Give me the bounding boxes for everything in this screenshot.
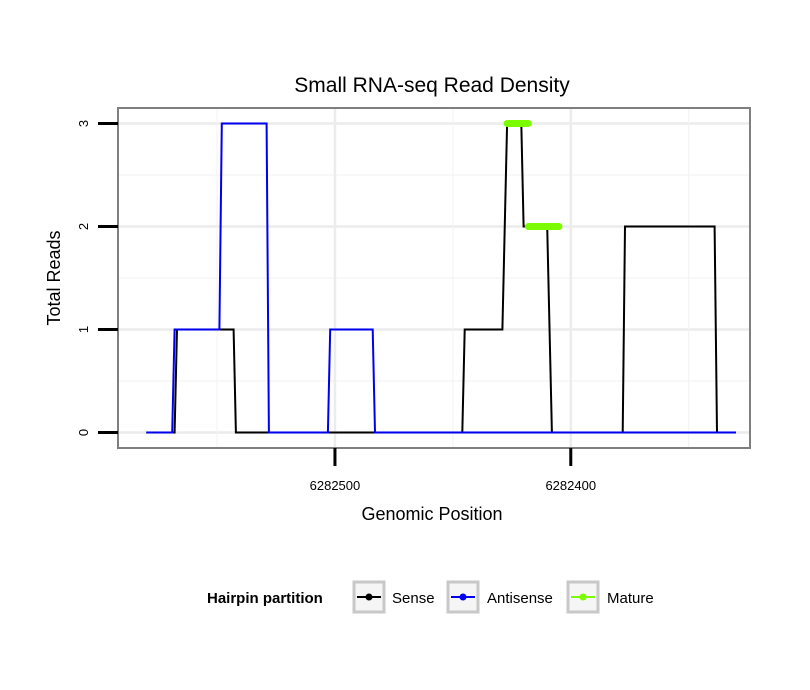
y-tick-label: 0 <box>76 429 91 436</box>
series-line-sense <box>146 122 736 434</box>
y-tick-label: 3 <box>76 120 91 127</box>
x-axis-label: Genomic Position <box>361 504 502 524</box>
legend-label-sense: Sense <box>392 590 435 607</box>
chart-title: Small RNA-seq Read Density <box>294 74 570 97</box>
legend: Hairpin partition Sense Antisense Mature <box>207 580 654 614</box>
axes: 0 1 2 3 6282500 6282400 <box>76 120 596 493</box>
y-axis-label: Total Reads <box>44 230 64 325</box>
series-line-antisense <box>146 122 736 434</box>
legend-label-mature: Mature <box>607 590 654 607</box>
x-tick-label: 6282500 <box>310 478 361 493</box>
x-tick-label: 6282400 <box>545 478 596 493</box>
legend-point <box>579 593 587 601</box>
legend-title: Hairpin partition <box>207 590 323 607</box>
plot-panel-border <box>117 107 751 449</box>
y-tick-label: 1 <box>76 326 91 333</box>
legend-point <box>365 593 373 601</box>
legend-point <box>459 593 467 601</box>
series-layer <box>146 119 736 434</box>
y-tick-label: 2 <box>76 223 91 230</box>
legend-label-antisense: Antisense <box>487 590 553 607</box>
